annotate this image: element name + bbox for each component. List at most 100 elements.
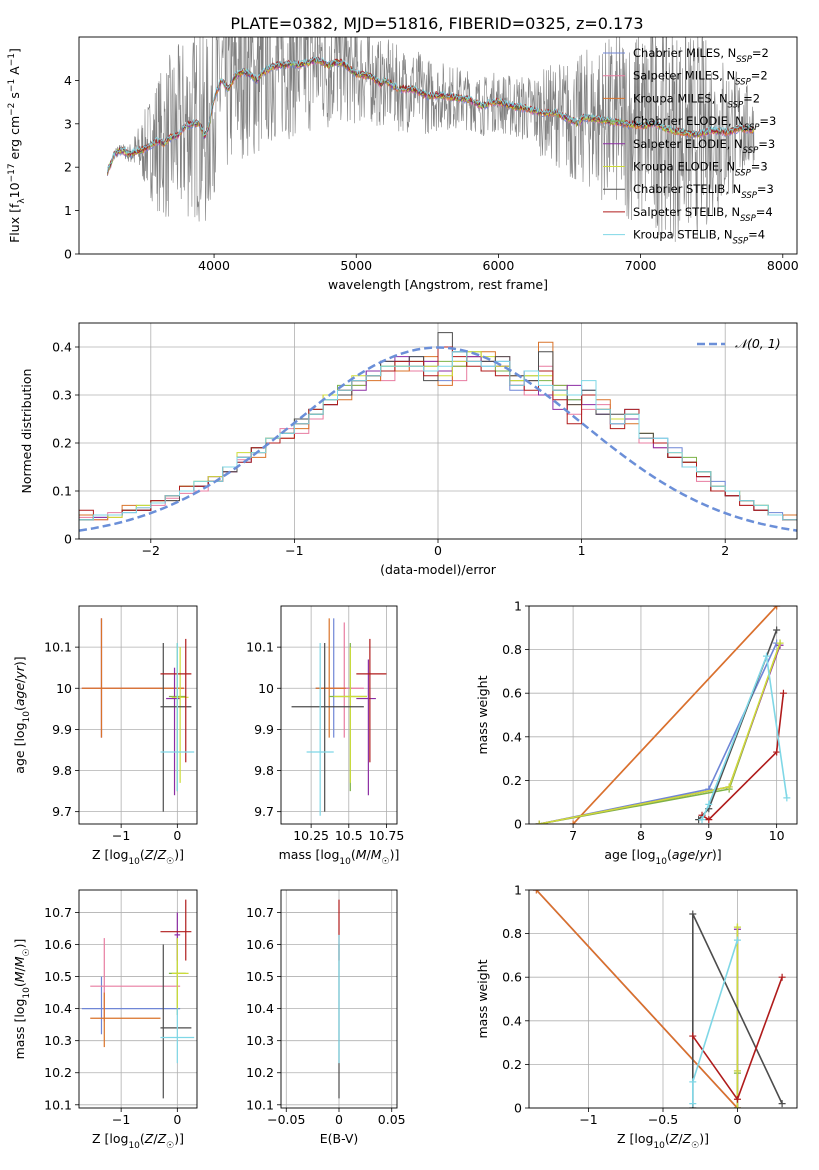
x-axis-label: age [log10(age/yr)]	[604, 847, 721, 867]
y-tick-label: 0.2	[502, 1057, 522, 1072]
y-axis-label: Normed distribution	[19, 369, 34, 494]
weight-marker	[532, 890, 540, 894]
y-tick-label: 9.7	[52, 804, 72, 819]
x-tick-label: −1	[112, 1112, 130, 1127]
x-tick-label: 9	[705, 828, 713, 843]
x-axis-label: Z [log10(Z/Z☉)]	[92, 847, 184, 867]
weight-marker	[773, 748, 781, 756]
x-axis-label: E(B-V)	[320, 1131, 359, 1146]
y-tick-label: 0.6	[502, 686, 522, 701]
y-axis-label: age [log10(age/yr)]	[12, 656, 32, 773]
y-tick-label: 2	[64, 160, 72, 175]
y-tick-label: 9.9	[52, 722, 72, 737]
y-tick-label: 10.2	[246, 1065, 274, 1080]
plot-area	[81, 618, 195, 812]
legend-label: 𝒩(0, 1)	[735, 336, 781, 351]
y-tick-label: 9.8	[254, 763, 274, 778]
axes-frame: 4000 5000 6000 7000 8000 0 1 2 3 4 wavelength [Ang…	[7, 36, 799, 292]
legend-label: Salpeter ELODIE, NSSP=3	[633, 137, 775, 156]
y-tick-label: 0.8	[502, 642, 522, 657]
plot-area	[535, 606, 791, 824]
x-tick-label: 5000	[340, 258, 372, 273]
y-tick-label: 10.1	[246, 640, 274, 655]
axes-border	[78, 889, 198, 1109]
y-tick-label: 10.3	[246, 1033, 274, 1048]
x-axis-label: Z [log10(Z/Z☉)]	[617, 1131, 709, 1151]
observed-spectrum	[107, 37, 755, 242]
x-tick-label: 8	[637, 828, 645, 843]
axes-frame: 7 8 9 10 0 0.2 0.4 0.6 0.8 1 age [log10(age/yr)] ma…	[475, 599, 798, 867]
plot-area	[81, 899, 195, 1099]
x-tick-label: −0.5	[648, 1112, 678, 1127]
y-tick-label: 9.9	[254, 722, 274, 737]
legend-label: Kroupa ELODIE, NSSP=3	[633, 160, 768, 179]
weight-marker	[689, 1078, 697, 1086]
axes-border	[78, 36, 798, 255]
axes-frame: −2 −1 0 1 2 0 0.1 0.2 0.3 0.4 𝒩(0, 1) (data-model)/…	[19, 322, 798, 577]
x-tick-label: 1	[578, 543, 586, 558]
y-tick-label: 10.6	[44, 937, 72, 952]
y-tick-label: 10.4	[246, 1001, 274, 1016]
weight-marker	[733, 1095, 741, 1103]
y-tick-label: 0	[514, 817, 522, 832]
y-axis-label: mass weight	[475, 959, 490, 1038]
axes-border	[528, 605, 798, 825]
axes-frame: −1 0 9.7 9.8 9.9 10 10.1 Z [log10(Z/Z☉)] age [lo…	[12, 605, 198, 867]
mass-vs-metallicity-panel: −1 0 10.1 10.2 10.3 10.4 10.5 10.6 10.7 Z [log10(…	[12, 889, 198, 1151]
legend-label: Chabrier STELIB, NSSP=3	[633, 182, 774, 201]
legend-label: Salpeter MILES, NSSP=2	[633, 69, 768, 88]
y-tick-label: 10.7	[246, 905, 274, 920]
y-tick-label: 10.1	[44, 1097, 72, 1112]
axes-frame: 10.25 10.5 10.75 9.7 9.8 9.9 10 10.1 mass [log10…	[246, 605, 405, 867]
y-tick-label: 3	[64, 116, 72, 131]
weight-marker	[725, 783, 733, 791]
y-tick-label: 10.5	[44, 969, 72, 984]
plot-area	[532, 890, 786, 1108]
x-tick-label: 10	[769, 828, 785, 843]
axes-border	[280, 605, 398, 825]
x-axis-label: Z [log10(Z/Z☉)]	[92, 1131, 184, 1151]
plot-area	[107, 37, 755, 242]
weight-line	[539, 644, 781, 824]
mass-vs-ebv-panel: −0.05 0 0.05 10.1 10.2 10.3 10.4 10.5 10.6 10.7 E(…	[246, 889, 406, 1146]
weight-marker	[773, 606, 781, 610]
y-tick-label: 1	[514, 883, 522, 898]
x-tick-label: 7	[569, 828, 577, 843]
y-tick-label: 4	[64, 73, 72, 88]
figure-title: PLATE=0382, MJD=51816, FIBERID=0325, z=0…	[230, 14, 643, 33]
spectrum-panel: 4000 5000 6000 7000 8000 0 1 2 3 4 wavelength [Ang…	[7, 36, 799, 292]
axes-frame: −1 −0.5 0 0 0.2 0.4 0.6 0.8 1 Z [log10(Z/Z☉)] mass…	[475, 883, 798, 1151]
x-tick-label: 10.5	[335, 828, 363, 843]
y-tick-label: 0	[64, 247, 72, 262]
x-tick-label: 0	[733, 1112, 741, 1127]
x-tick-label: −0.05	[267, 1112, 305, 1127]
weight-marker	[779, 689, 787, 697]
x-tick-label: 6000	[483, 258, 515, 273]
weight-line	[539, 642, 781, 824]
y-tick-label: 0.8	[502, 926, 522, 941]
axes-frame: −0.05 0 0.05 10.1 10.2 10.3 10.4 10.5 10.6 10.7 E(…	[246, 889, 406, 1146]
weight-marker	[733, 923, 741, 931]
y-tick-label: 10.1	[44, 640, 72, 655]
x-tick-label: 10.25	[293, 828, 329, 843]
weight-marker	[689, 910, 697, 918]
x-tick-label: 0	[173, 1112, 181, 1127]
weight-marker	[778, 973, 786, 981]
x-tick-label: −1	[579, 1112, 597, 1127]
weight-marker	[733, 1104, 741, 1108]
x-tick-label: 10.75	[369, 828, 405, 843]
x-tick-label: 2	[721, 543, 729, 558]
y-tick-label: 0.2	[52, 436, 72, 451]
weight-marker	[773, 626, 781, 634]
y-tick-label: 9.8	[52, 763, 72, 778]
x-axis-label: mass [log10(M/M☉)]	[279, 847, 400, 867]
y-axis-label: mass [log10(M/M☉)]	[12, 939, 32, 1060]
weight-line	[572, 606, 778, 824]
legend-label: Chabrier ELODIE, NSSP=3	[633, 114, 776, 133]
y-tick-label: 10.2	[44, 1065, 72, 1080]
plot-area	[79, 332, 797, 539]
weight-vs-metallicity-panel: −1 −0.5 0 0 0.2 0.4 0.6 0.8 1 Z [log10(Z/Z☉)] mass…	[475, 883, 798, 1151]
legend-label: Kroupa MILES, NSSP=2	[633, 91, 760, 110]
y-tick-label: 10.6	[246, 937, 274, 952]
